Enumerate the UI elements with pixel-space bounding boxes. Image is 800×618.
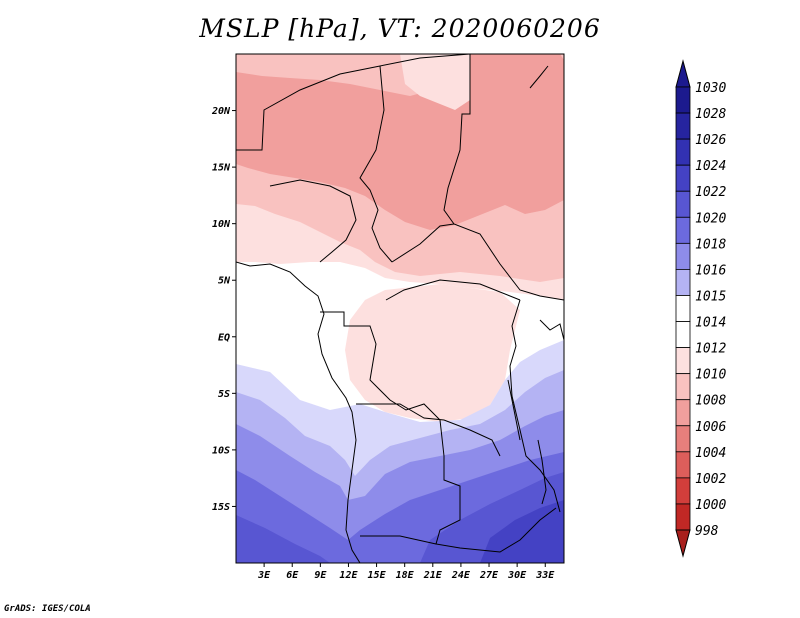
colorbar-bottom-cap xyxy=(675,529,691,558)
colorbar-label: 998 xyxy=(695,524,719,539)
lon-tick-label: 9E xyxy=(314,570,327,581)
colorbar-label: 1030 xyxy=(695,81,726,96)
colorbar-label: 1022 xyxy=(695,185,726,200)
colorbar-segment xyxy=(675,190,691,218)
pressure-region-1008 xyxy=(236,54,564,230)
lon-tick-label: 30E xyxy=(507,570,527,581)
colorbar-segment xyxy=(675,86,691,114)
lon-tick-label: 3E xyxy=(257,570,271,581)
pressure-region-1012-south xyxy=(345,284,520,422)
colorbar-segment xyxy=(675,164,691,192)
lat-tick-label: 10N xyxy=(212,219,231,230)
lat-tick-label: 5N xyxy=(218,276,231,287)
lat-tick-label: 20N xyxy=(211,106,231,117)
colorbar-segment xyxy=(675,112,691,140)
lat-tick-label: EQ xyxy=(218,332,230,343)
lat-tick-label: 5S xyxy=(218,389,230,400)
colorbar-segment xyxy=(675,373,691,401)
colorbar-segment xyxy=(675,399,691,427)
colorbar-label: 1016 xyxy=(695,263,726,278)
lake-tanganyika xyxy=(507,379,521,441)
colorbar-label: 1004 xyxy=(695,446,726,461)
border-central-4 xyxy=(320,311,445,457)
map-title: MSLP [hPa], VT: 2020060206 xyxy=(199,14,601,43)
pressure-region-1012-north-patch xyxy=(400,54,470,110)
border-north-2 xyxy=(359,65,393,263)
lon-tick-label: 12E xyxy=(339,570,358,581)
colorbar-label: 1010 xyxy=(695,368,726,383)
colorbar-segment xyxy=(675,451,691,479)
colorbar-label: 1018 xyxy=(695,237,726,252)
colorbar-label: 1028 xyxy=(695,107,726,122)
colorbar-label: 1024 xyxy=(695,159,726,174)
colorbar-segment xyxy=(675,242,691,270)
border-north-1 xyxy=(236,54,471,151)
colorbar-label: 1000 xyxy=(695,498,726,513)
colorbar-label: 1026 xyxy=(695,133,726,148)
lon-tick-label: 21E xyxy=(423,570,443,581)
lon-tick-label: 18E xyxy=(396,570,415,581)
colorbar-label: 1002 xyxy=(695,472,726,487)
colorbar-label: 1015 xyxy=(695,289,726,304)
border-central-1 xyxy=(269,179,357,263)
colorbar-segment xyxy=(675,503,691,531)
grads-credit: GrADS: IGES/COLA xyxy=(4,604,91,614)
colorbar-label: 1014 xyxy=(695,316,726,331)
colorbar-segment xyxy=(675,321,691,348)
border-north-3 xyxy=(443,54,564,301)
colorbar-segment xyxy=(675,216,691,244)
colorbar-segment xyxy=(675,138,691,166)
pressure-region-1022 xyxy=(236,472,564,563)
lake-malawi xyxy=(537,439,547,505)
border-east-2 xyxy=(539,319,564,341)
colorbar-top-cap xyxy=(675,59,691,88)
latitude-axis: 20N 15N 10N 5N EQ 5S 10S 15S xyxy=(211,106,236,513)
lon-tick-label: 27E xyxy=(479,570,499,581)
border-south-1 xyxy=(356,403,501,457)
colorbar-label: 1008 xyxy=(695,394,726,409)
colorbar: 1030 1028 1026 1024 1022 1020 1018 1016 1015 1014… xyxy=(675,59,726,558)
longitude-axis: 3E 6E 9E 12E 15E 18E 21E 24E 27E 30E 33E xyxy=(257,563,555,581)
lon-tick-label: 33E xyxy=(535,570,555,581)
border-east-1 xyxy=(509,299,561,513)
red-sea-coast xyxy=(529,65,549,89)
colorbar-label: 1020 xyxy=(695,211,726,226)
border-central-3 xyxy=(385,279,521,301)
pressure-field xyxy=(236,54,564,563)
coastline-west-africa xyxy=(236,261,361,563)
colorbar-segment xyxy=(675,269,691,296)
pressure-region-1024 xyxy=(480,500,564,563)
country-borders xyxy=(236,54,564,563)
lon-tick-label: 6E xyxy=(286,570,299,581)
colorbar-label: 1012 xyxy=(695,342,726,357)
lat-tick-label: 15N xyxy=(212,163,231,174)
colorbar-segment xyxy=(675,477,691,505)
colorbar-segment xyxy=(675,295,691,322)
lon-tick-label: 24E xyxy=(451,570,471,581)
border-south-3 xyxy=(360,535,437,545)
lon-tick-label: 15E xyxy=(368,570,387,581)
lat-tick-label: 15S xyxy=(212,502,230,513)
lat-tick-label: 10S xyxy=(212,445,230,456)
colorbar-segment xyxy=(675,347,691,375)
colorbar-segment xyxy=(675,425,691,453)
border-central-2 xyxy=(391,223,455,263)
colorbar-label: 1006 xyxy=(695,420,726,435)
map-frame xyxy=(235,53,565,564)
